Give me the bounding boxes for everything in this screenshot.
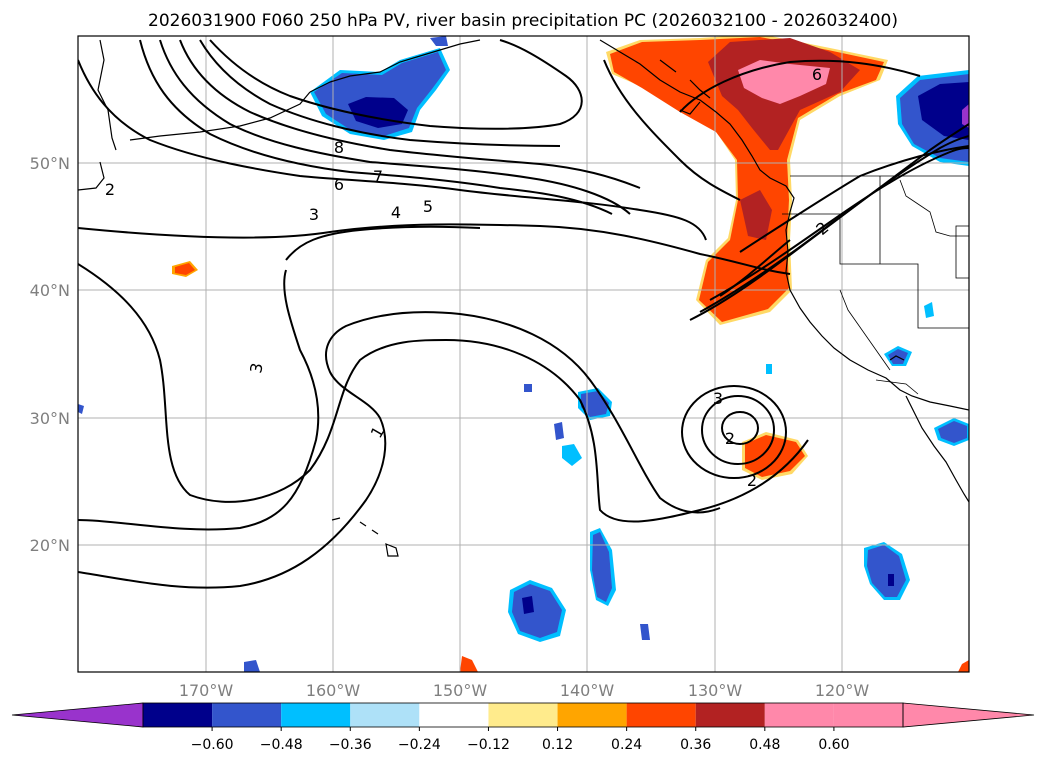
colorbar-bin — [350, 703, 420, 727]
colorbar-bin — [143, 703, 213, 727]
colorbar-tick-label: −0.48 — [260, 737, 303, 753]
colorbar-tick-label: 0.48 — [749, 737, 780, 753]
contour-label: 5 — [423, 197, 433, 216]
contour-label: 6 — [334, 175, 344, 194]
figure-title: 2026031900 F060 250 hPa PV, river basin … — [148, 11, 898, 31]
colorbar-bin — [488, 703, 558, 727]
colorbar-bin — [419, 703, 489, 727]
negative-anomaly-northeast — [896, 70, 969, 166]
colorbar-tick-label: −0.36 — [329, 737, 372, 753]
positive-anomaly-subtropical — [172, 261, 969, 672]
contour-label: 7 — [373, 167, 383, 186]
colorbar-bin — [764, 703, 834, 727]
colorbar-bin — [695, 703, 765, 727]
contour-label: 2 — [105, 180, 115, 199]
colorbar-bin — [626, 703, 696, 727]
colorbar-extend-high — [902, 702, 1035, 728]
contour-label: 3 — [246, 361, 266, 374]
colorbar: −0.60 −0.48 −0.36 −0.24 −0.12 0.12 0.24 0.36 0.4… — [11, 702, 1035, 753]
colorbar-bin — [557, 703, 627, 727]
lat-label: 30°N — [30, 409, 70, 428]
lon-label: 130°W — [688, 681, 743, 700]
colorbar-tick-label: −0.12 — [467, 737, 510, 753]
colorbar-tick-label: 0.24 — [611, 737, 642, 753]
negative-anomaly-gulf-of-alaska — [310, 36, 450, 140]
colorbar-bin — [833, 703, 903, 727]
graticule — [78, 36, 969, 672]
contour-label: 4 — [391, 203, 401, 222]
contour-label: 8 — [334, 138, 344, 157]
colorbar-outline — [142, 702, 904, 728]
colorbar-bin — [212, 703, 282, 727]
lon-label: 140°W — [560, 681, 615, 700]
lon-label: 120°W — [815, 681, 870, 700]
colorbar-tick-label: −0.60 — [191, 737, 234, 753]
colorbar-extend-low — [11, 702, 144, 728]
contour-label: 3 — [713, 389, 723, 408]
colorbar-tick-label: 0.12 — [542, 737, 573, 753]
lat-label: 20°N — [30, 536, 70, 555]
political-borders — [782, 175, 969, 395]
longitude-labels: 170°W 160°W 150°W 140°W 130°W 120°W — [179, 681, 870, 700]
colorbar-tick-label: −0.24 — [398, 737, 441, 753]
map-frame — [77, 35, 970, 673]
latitude-labels: 50°N 40°N 30°N 20°N — [30, 154, 70, 555]
contour-label: 6 — [812, 65, 822, 84]
map-panel: 8 7 6 5 4 3 2 3 1 3 2 2 6 2 — [78, 36, 969, 672]
pv-contours — [78, 39, 969, 589]
contour-label: 2 — [725, 429, 735, 448]
colorbar-tick-label: 0.36 — [680, 737, 711, 753]
contour-label: 2 — [747, 471, 757, 490]
coastlines — [78, 39, 969, 557]
contour-label: 3 — [309, 205, 319, 224]
lon-label: 160°W — [306, 681, 361, 700]
colorbar-bin — [281, 703, 351, 727]
lat-label: 50°N — [30, 154, 70, 173]
positive-anomaly-nw-coast — [606, 36, 888, 325]
lat-label: 40°N — [30, 281, 70, 300]
lon-label: 170°W — [179, 681, 234, 700]
lon-label: 150°W — [433, 681, 488, 700]
colorbar-tick-label: 0.60 — [818, 737, 849, 753]
